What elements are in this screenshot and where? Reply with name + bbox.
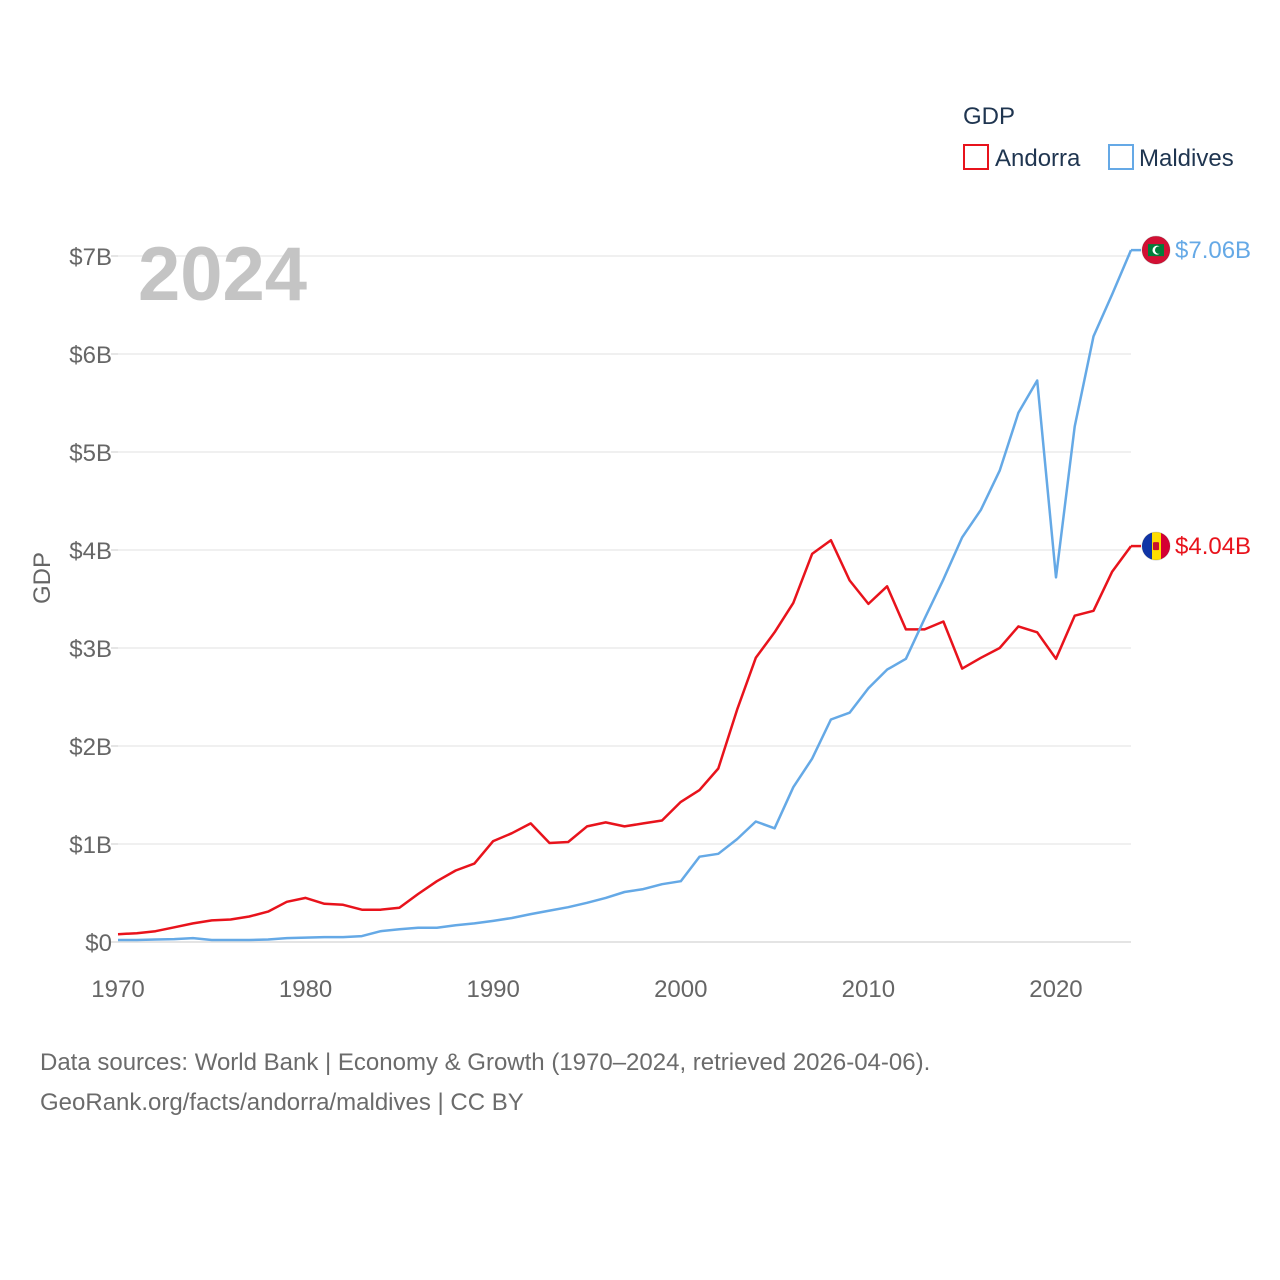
y-tick-label: $5B [69,440,112,467]
source-line-2[interactable]: GeoRank.org/facts/andorra/maldives | CC … [40,1089,524,1116]
maldives-flag-icon [1141,235,1171,265]
y-tick-label: $6B [69,342,112,369]
legend-swatch-andorra [963,144,989,170]
x-tick-label: 1970 [91,976,144,1003]
x-tick-label: 2000 [654,976,707,1003]
legend-item-maldives[interactable]: Maldives [1108,144,1234,172]
legend-item-andorra[interactable]: Andorra [963,144,1081,172]
series-line-maldives[interactable] [118,249,1133,942]
y-tick-label: $3B [69,636,112,663]
y-tick-label: $7B [69,244,112,271]
x-tick-label: 1980 [279,976,332,1003]
legend[interactable]: GDP Andorra Maldives [963,103,1234,172]
x-tick-label: 2020 [1029,976,1082,1003]
legend-title: GDP [963,103,1015,130]
x-axis-ticks: 1970 1980 1990 2000 2010 2020 [91,976,1082,1003]
end-label-maldives: $7.06B [1175,237,1251,264]
legend-label-andorra: Andorra [995,145,1081,172]
x-tick-label: 2010 [842,976,895,1003]
x-tick-label: 1990 [466,976,519,1003]
source-line-1: Data sources: World Bank | Economy & Gro… [40,1049,931,1076]
end-labels: $4.04B $7.06B [1131,235,1251,561]
series-line-andorra[interactable] [117,538,1133,936]
y-axis-ticks: $0 $1B $2B $3B $4B $5B $6B $7B [69,244,112,957]
y-tick-label: $4B [69,538,112,565]
andorra-flag-icon [1141,531,1171,561]
legend-label-maldives: Maldives [1139,145,1234,172]
end-label-andorra: $4.04B [1175,533,1251,560]
year-label: 2024 [138,232,307,317]
y-axis-label: GDP [29,552,56,604]
y-tick-label: $2B [69,734,112,761]
y-tick-label: $1B [69,832,112,859]
series-lines [117,249,1133,942]
data-source-note: Data sources: World Bank | Economy & Gro… [40,1043,930,1123]
y-tick-label: $0 [85,930,112,957]
legend-swatch-maldives [1108,144,1134,170]
grid-lines [111,255,1131,943]
